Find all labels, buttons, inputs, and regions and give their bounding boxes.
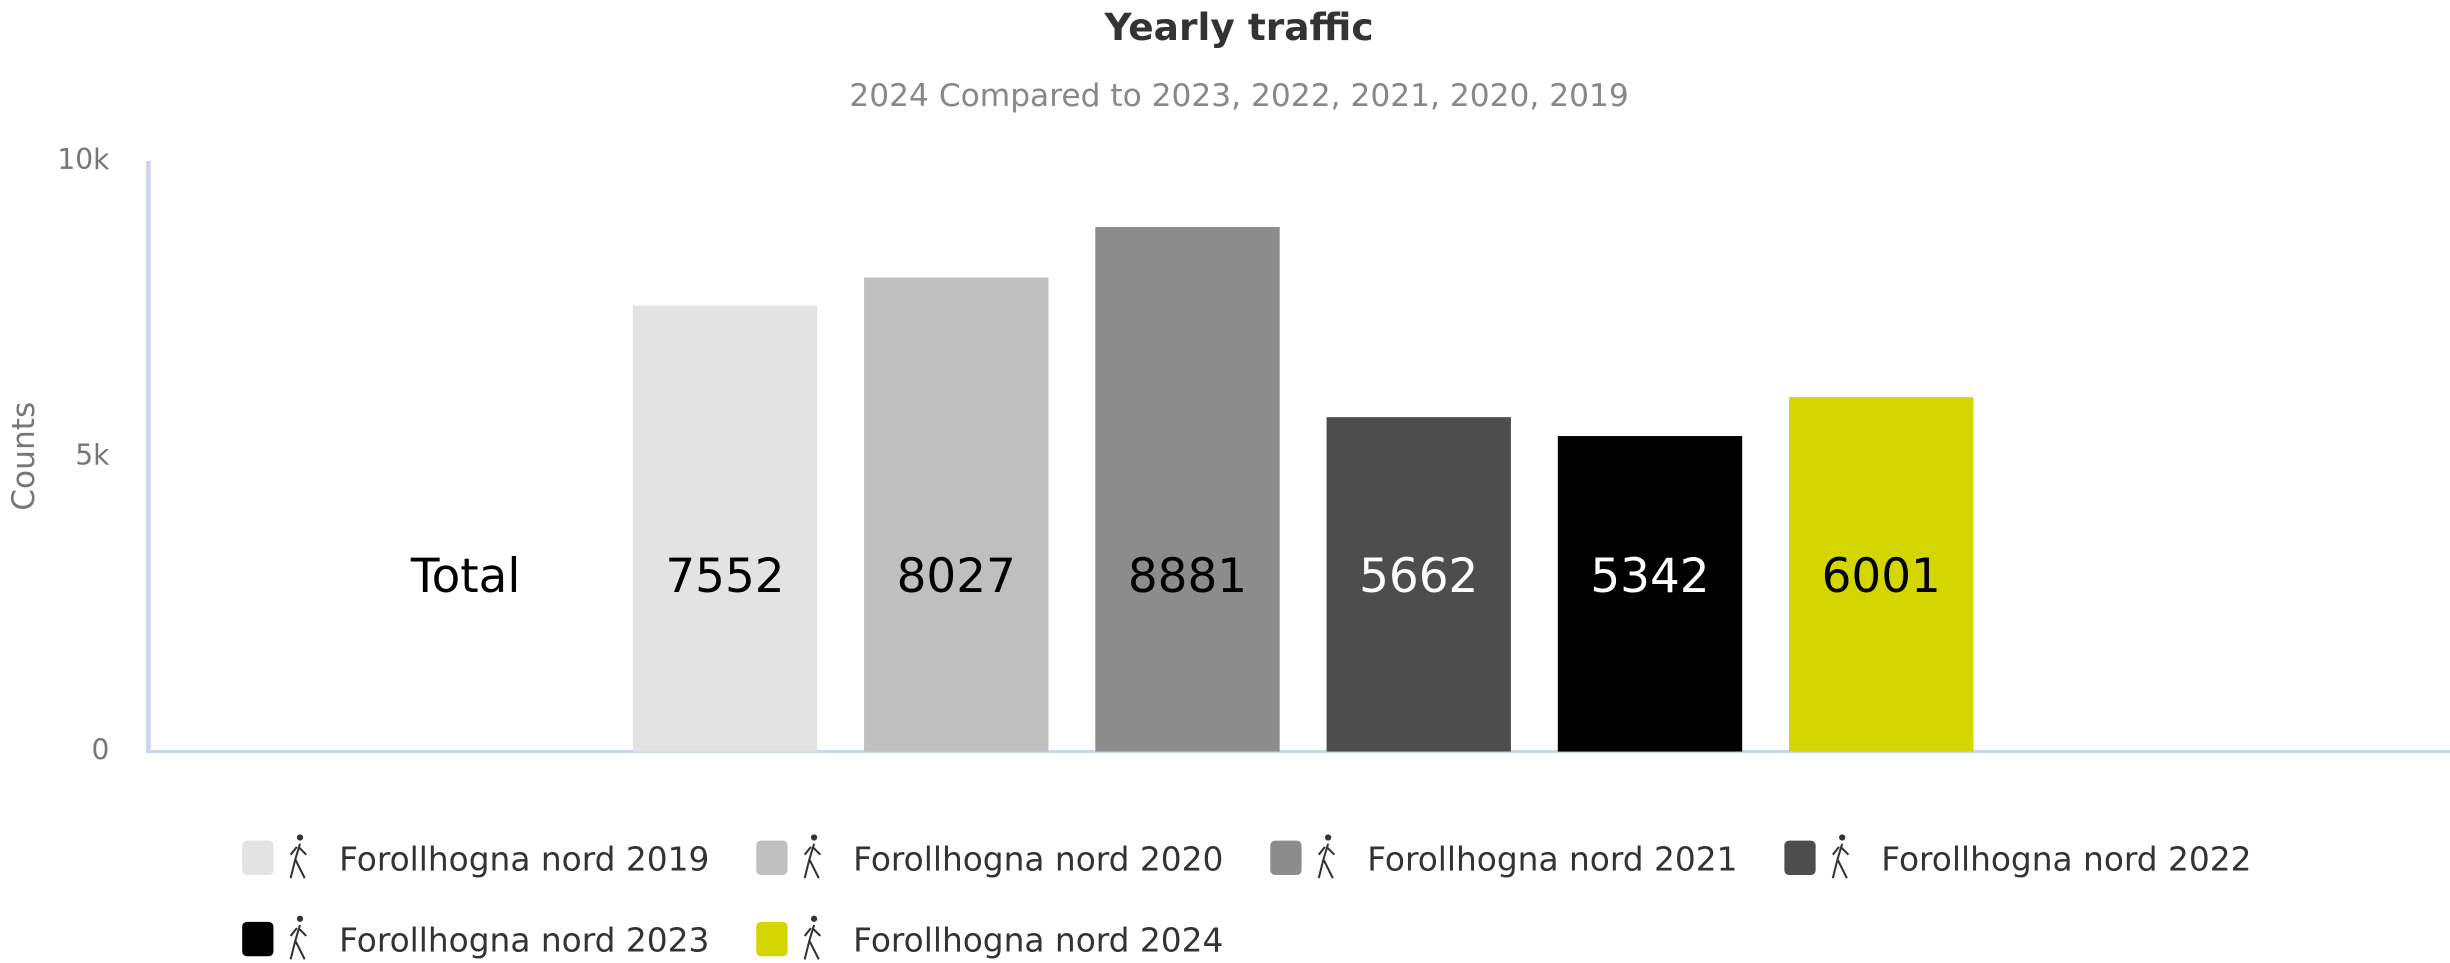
legend-label: Forollhogna nord 2022 [1881,840,2251,878]
icon-head [1839,834,1846,841]
bar [1789,397,1974,752]
y-tick-label: 5k [75,438,110,471]
bar [1095,227,1280,752]
y-tick-label: 0 [91,734,109,767]
data-label: 8027 [897,549,1016,604]
x-category-label: Total [410,549,520,604]
bar [864,277,1049,752]
legend-swatch [756,840,788,875]
icon-head [296,915,304,922]
legend-icon [289,915,307,960]
data-label: 7552 [665,549,784,604]
legend-swatch [1784,840,1816,875]
legend-icon [1317,834,1336,879]
icon-body [1317,843,1336,879]
bar [632,305,818,752]
data-label: 8881 [1128,549,1247,604]
legend-swatch [756,921,788,957]
icon-body [289,924,307,960]
legend-label: Forollhogna nord 2024 [853,922,1223,960]
chart-title: Yearly traffic [1104,5,1374,49]
data-label: 5342 [1590,549,1709,604]
legend-label: Forollhogna nord 2019 [339,840,709,878]
icon-head [810,834,818,841]
legend-icon [1831,834,1850,879]
legend-label: Forollhogna nord 2023 [339,922,709,960]
legend-icon [289,834,307,879]
legend-label: Forollhogna nord 2020 [853,840,1223,878]
legend-icon [803,834,822,879]
data-label: 5662 [1359,549,1478,604]
chart-subtitle: 2024 Compared to 2023, 2022, 2021, 2020,… [849,78,1628,114]
legend-label: Forollhogna nord 2021 [1367,840,1737,878]
bar [1326,417,1511,752]
legend-swatch [1270,840,1302,875]
y-tick-label: 10k [57,143,110,176]
icon-head [1325,834,1332,841]
icon-head [810,915,818,922]
chart-body: Yearly traffic 2024 Compared to 2023, 20… [6,5,2450,960]
bar [1557,436,1743,752]
icon-body [1831,843,1850,879]
legend-swatch [242,840,274,875]
data-label: 6001 [1822,549,1941,604]
legend-swatch [242,921,274,957]
icon-head [296,834,304,841]
legend-icon [803,915,822,960]
icon-body [803,843,822,879]
icon-body [803,924,822,960]
icon-body [289,843,307,879]
y-axis-label: Counts [6,402,42,511]
